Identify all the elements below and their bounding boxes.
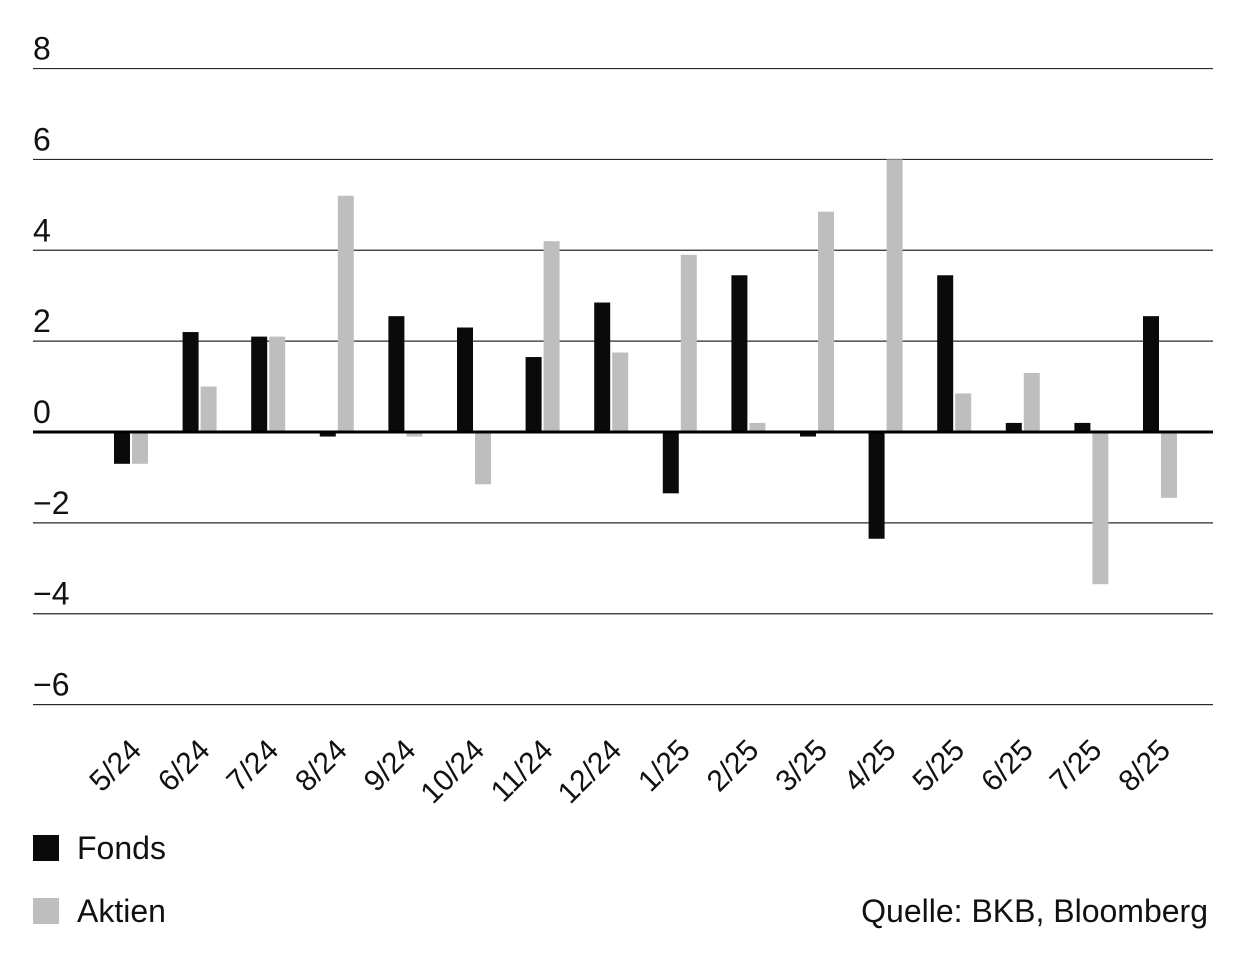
bar-aktien-2-25 bbox=[749, 422, 766, 432]
bar-fonds-9-24 bbox=[388, 316, 405, 432]
x-tick-label: 6/24 bbox=[152, 734, 217, 799]
bar-aktien-5-25 bbox=[955, 393, 972, 432]
x-tick-label: 8/24 bbox=[289, 734, 354, 799]
bar-fonds-11-24 bbox=[525, 357, 542, 432]
bar-fonds-8-25 bbox=[1143, 316, 1159, 432]
x-tick-label: 9/24 bbox=[358, 734, 423, 799]
x-tick-label: 11/24 bbox=[485, 734, 560, 809]
bar-fonds-10-24 bbox=[457, 327, 473, 432]
x-tick-label: 5/25 bbox=[907, 734, 972, 799]
bars bbox=[114, 159, 1177, 585]
legend-swatch-fonds bbox=[33, 835, 59, 861]
bar-aktien-6-24 bbox=[200, 386, 217, 432]
bar-fonds-8-24 bbox=[319, 432, 336, 437]
bar-aktien-11-24 bbox=[543, 241, 560, 432]
bar-fonds-4-25 bbox=[868, 432, 885, 539]
bar-fonds-2-25 bbox=[731, 275, 748, 432]
bar-aktien-8-24 bbox=[337, 195, 354, 432]
bar-aktien-6-25 bbox=[1023, 372, 1040, 432]
y-tick-label: −6 bbox=[33, 667, 69, 703]
x-tick-label: 6/25 bbox=[975, 734, 1040, 799]
bar-fonds-1-25 bbox=[662, 432, 679, 494]
legend-swatch-aktien bbox=[33, 898, 59, 924]
bar-aktien-9-24 bbox=[406, 432, 423, 437]
y-tick-label: 0 bbox=[33, 394, 51, 430]
bar-fonds-7-25 bbox=[1074, 422, 1091, 432]
bar-aktien-5-24 bbox=[132, 432, 148, 464]
bar-aktien-7-24 bbox=[269, 336, 286, 432]
y-tick-label: 6 bbox=[33, 121, 51, 157]
x-tick-label: 8/25 bbox=[1112, 734, 1177, 799]
bar-fonds-6-24 bbox=[182, 332, 199, 432]
legend-label-aktien: Aktien bbox=[77, 893, 166, 929]
y-tick-label: 2 bbox=[33, 303, 51, 339]
bar-fonds-7-24 bbox=[251, 336, 268, 432]
bar-aktien-7-25 bbox=[1092, 432, 1109, 585]
legend-label-fonds: Fonds bbox=[77, 830, 166, 866]
x-tick-label: 12/24 bbox=[552, 734, 628, 810]
x-tick-label: 4/25 bbox=[838, 734, 903, 799]
bar-fonds-5-25 bbox=[937, 275, 954, 432]
x-tick-label: 2/25 bbox=[701, 734, 766, 799]
x-tick-label: 7/24 bbox=[221, 734, 286, 799]
bar-fonds-12-24 bbox=[594, 302, 611, 432]
bar-aktien-8-25 bbox=[1161, 432, 1177, 498]
bar-aktien-1-25 bbox=[680, 254, 697, 432]
x-tick-label: 3/25 bbox=[769, 734, 834, 799]
x-tick-label: 5/24 bbox=[83, 734, 148, 799]
bar-aktien-4-25 bbox=[886, 159, 903, 433]
y-axis-tick-labels: 8 6 4 2 0 −2 −4 −6 bbox=[33, 31, 69, 703]
legend-item-fonds: Fonds bbox=[33, 832, 166, 864]
bar-aktien-10-24 bbox=[475, 432, 491, 485]
bar-aktien-3-25 bbox=[818, 211, 834, 432]
gridlines bbox=[33, 67, 1213, 706]
x-tick-label: 7/25 bbox=[1044, 734, 1109, 799]
y-tick-label: −2 bbox=[33, 485, 69, 521]
bar-fonds-6-25 bbox=[1005, 422, 1022, 432]
bar-fonds-3-25 bbox=[800, 432, 816, 437]
y-tick-label: 4 bbox=[33, 212, 51, 248]
bar-aktien-12-24 bbox=[612, 352, 629, 432]
y-tick-label: 8 bbox=[33, 31, 51, 67]
bar-fonds-5-24 bbox=[114, 432, 130, 464]
x-tick-label: 10/24 bbox=[415, 734, 491, 810]
source-note: Quelle: BKB, Bloomberg bbox=[861, 893, 1208, 929]
legend-item-aktien: Aktien bbox=[33, 895, 166, 927]
x-tick-label: 1/25 bbox=[632, 734, 697, 799]
y-tick-label: −4 bbox=[33, 576, 69, 612]
